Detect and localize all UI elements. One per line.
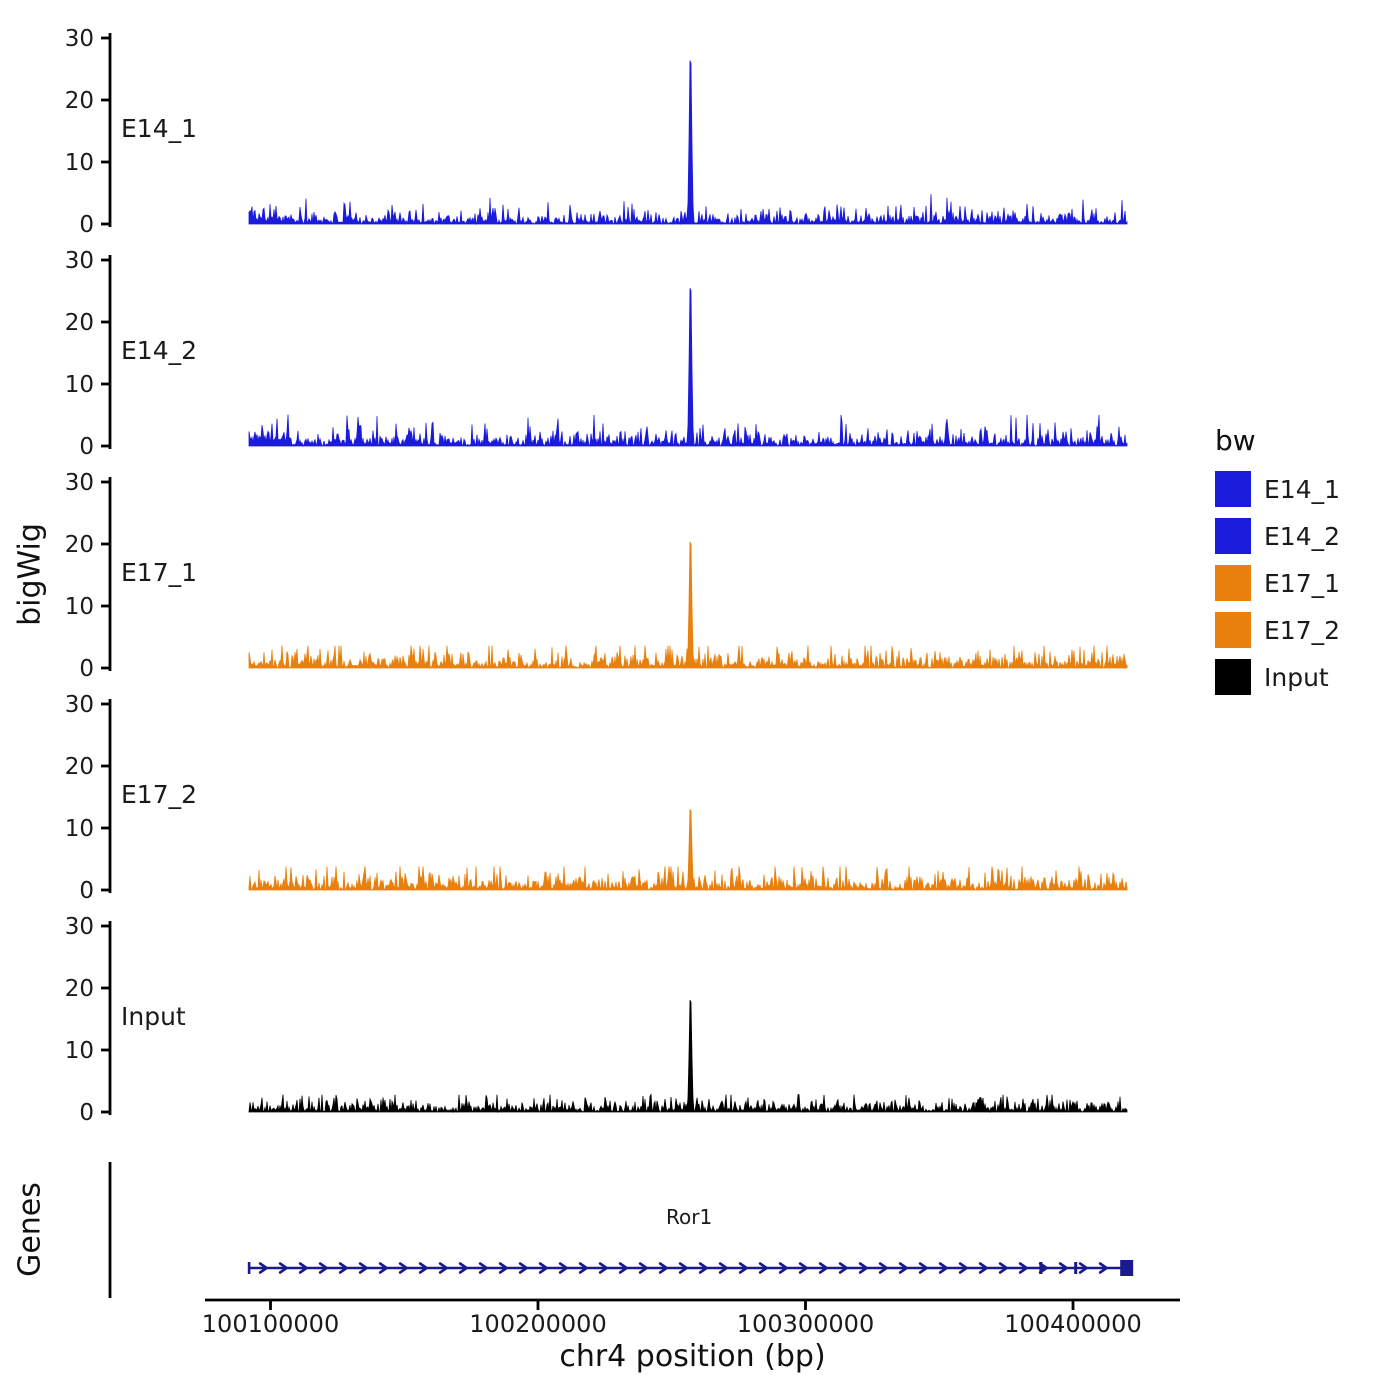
gene-strand-arrow-icon <box>1058 1262 1068 1274</box>
track-label-e14-2: E14_2 <box>121 336 198 365</box>
y-tick-label: 30 <box>65 248 94 274</box>
legend-swatch-e17-2-icon <box>1215 612 1251 648</box>
y-tick-label: 0 <box>79 434 94 460</box>
y-tick-label: 10 <box>65 1038 94 1064</box>
gene-strand-arrow-icon <box>1078 1262 1088 1274</box>
gene-strand-arrow-icon <box>778 1262 788 1274</box>
gene-strand-arrow-icon <box>298 1262 308 1274</box>
y-tick-label: 20 <box>65 88 94 114</box>
gene-strand-arrow-icon <box>398 1262 408 1274</box>
y-tick-label: 30 <box>65 26 94 52</box>
x-tick-label: 100200000 <box>469 1310 606 1338</box>
gene-strand-arrow-icon <box>758 1262 768 1274</box>
gene-strand-arrow-icon <box>878 1262 888 1274</box>
gene-strand-arrow-icon <box>918 1262 928 1274</box>
gene-strand-arrow-icon <box>318 1262 328 1274</box>
gene-name-label: Ror1 <box>666 1205 712 1229</box>
x-axis-title: chr4 position (bp) <box>559 1339 825 1374</box>
gene-strand-arrow-icon <box>698 1262 708 1274</box>
legend-swatch-e14-2-icon <box>1215 518 1251 554</box>
gene-strand-arrow-icon <box>738 1262 748 1274</box>
y-tick-label: 30 <box>65 692 94 718</box>
legend-label-e14-1: E14_1 <box>1264 474 1341 504</box>
coverage-area-e14_2 <box>248 288 1128 448</box>
gene-strand-arrow-icon <box>858 1262 868 1274</box>
gene-strand-arrow-icon <box>1018 1262 1028 1274</box>
track-label-input: Input <box>121 1002 186 1031</box>
legend-entry-e17-1: E17_1 <box>1215 565 1340 601</box>
y-tick-label: 20 <box>65 310 94 336</box>
legend-entry-e14-2: E14_2 <box>1215 518 1340 554</box>
y-tick-label: 30 <box>65 914 94 940</box>
gene-strand-arrow-icon <box>418 1262 428 1274</box>
y-tick-label: 20 <box>65 976 94 1002</box>
gene-strand-arrow-icon <box>338 1262 348 1274</box>
gene-strand-arrow-icon <box>558 1262 568 1274</box>
y-tick-label: 0 <box>79 878 94 904</box>
gene-strand-arrow-icon <box>378 1262 388 1274</box>
legend-title: bw <box>1215 424 1256 457</box>
gene-strand-arrow-icon <box>458 1262 468 1274</box>
y-tick-label: 10 <box>65 372 94 398</box>
gene-strand-arrow-icon <box>278 1262 288 1274</box>
legend: bw E14_1 E14_2 E17_1 E17_2 Input <box>1215 424 1340 706</box>
legend-swatch-e14-1-icon <box>1215 471 1251 507</box>
gene-strand-arrow-icon <box>678 1262 688 1274</box>
gene-strand-arrow-icon <box>998 1262 1008 1274</box>
legend-entry-e14-1: E14_1 <box>1215 471 1340 507</box>
legend-label-input: Input <box>1264 662 1329 692</box>
gene-strand-arrow-icon <box>578 1262 588 1274</box>
x-tick-label: 100300000 <box>737 1310 874 1338</box>
gene-strand-arrow-icon <box>638 1262 648 1274</box>
x-tick-label: 100400000 <box>1004 1310 1141 1338</box>
gene-strand-arrow-icon <box>258 1262 268 1274</box>
legend-label-e14-2: E14_2 <box>1264 521 1341 551</box>
gene-strand-arrow-icon <box>1098 1262 1108 1274</box>
gene-strand-arrow-icon <box>798 1262 808 1274</box>
legend-label-e17-1: E17_1 <box>1264 568 1341 598</box>
legend-label-e17-2: E17_2 <box>1264 615 1341 645</box>
gene-strand-arrow-icon <box>818 1262 828 1274</box>
coverage-area-e14_1 <box>248 60 1128 226</box>
y-tick-label: 10 <box>65 150 94 176</box>
coverage-area-input <box>248 1000 1128 1114</box>
gene-strand-arrow-icon <box>498 1262 508 1274</box>
y-tick-label: 30 <box>65 470 94 496</box>
legend-entry-input: Input <box>1215 659 1340 695</box>
gene-strand-arrow-icon <box>958 1262 968 1274</box>
y-tick-label: 20 <box>65 754 94 780</box>
gene-strand-arrow-icon <box>598 1262 608 1274</box>
legend-entry-e17-2: E17_2 <box>1215 612 1340 648</box>
gene-strand-arrow-icon <box>978 1262 988 1274</box>
legend-swatch-input-icon <box>1215 659 1251 695</box>
gene-strand-arrow-icon <box>938 1262 948 1274</box>
y-tick-label: 0 <box>79 656 94 682</box>
gene-strand-arrow-icon <box>538 1262 548 1274</box>
track-label-e17-2: E17_2 <box>121 780 198 809</box>
gene-strand-arrow-icon <box>718 1262 728 1274</box>
coverage-area-e17_1 <box>248 541 1128 670</box>
y-tick-label: 10 <box>65 594 94 620</box>
x-tick-label: 100100000 <box>202 1310 339 1338</box>
gene-strand-arrow-icon <box>358 1262 368 1274</box>
track-label-e14-1: E14_1 <box>121 114 198 143</box>
y-tick-label: 10 <box>65 816 94 842</box>
track-label-e17-1: E17_1 <box>121 558 198 587</box>
y-tick-label: 20 <box>65 532 94 558</box>
gene-strand-arrow-icon <box>658 1262 668 1274</box>
y-tick-label: 0 <box>79 1100 94 1126</box>
coverage-area-e17_2 <box>248 808 1128 892</box>
gene-strand-arrow-icon <box>518 1262 528 1274</box>
gene-strand-arrow-icon <box>478 1262 488 1274</box>
gene-strand-arrow-icon <box>438 1262 448 1274</box>
y-tick-label: 0 <box>79 212 94 238</box>
legend-swatch-e17-1-icon <box>1215 565 1251 601</box>
gene-strand-arrow-icon <box>618 1262 628 1274</box>
gene-terminal-exon <box>1120 1260 1134 1276</box>
gene-strand-arrow-icon <box>838 1262 848 1274</box>
gene-strand-arrow-icon <box>898 1262 908 1274</box>
